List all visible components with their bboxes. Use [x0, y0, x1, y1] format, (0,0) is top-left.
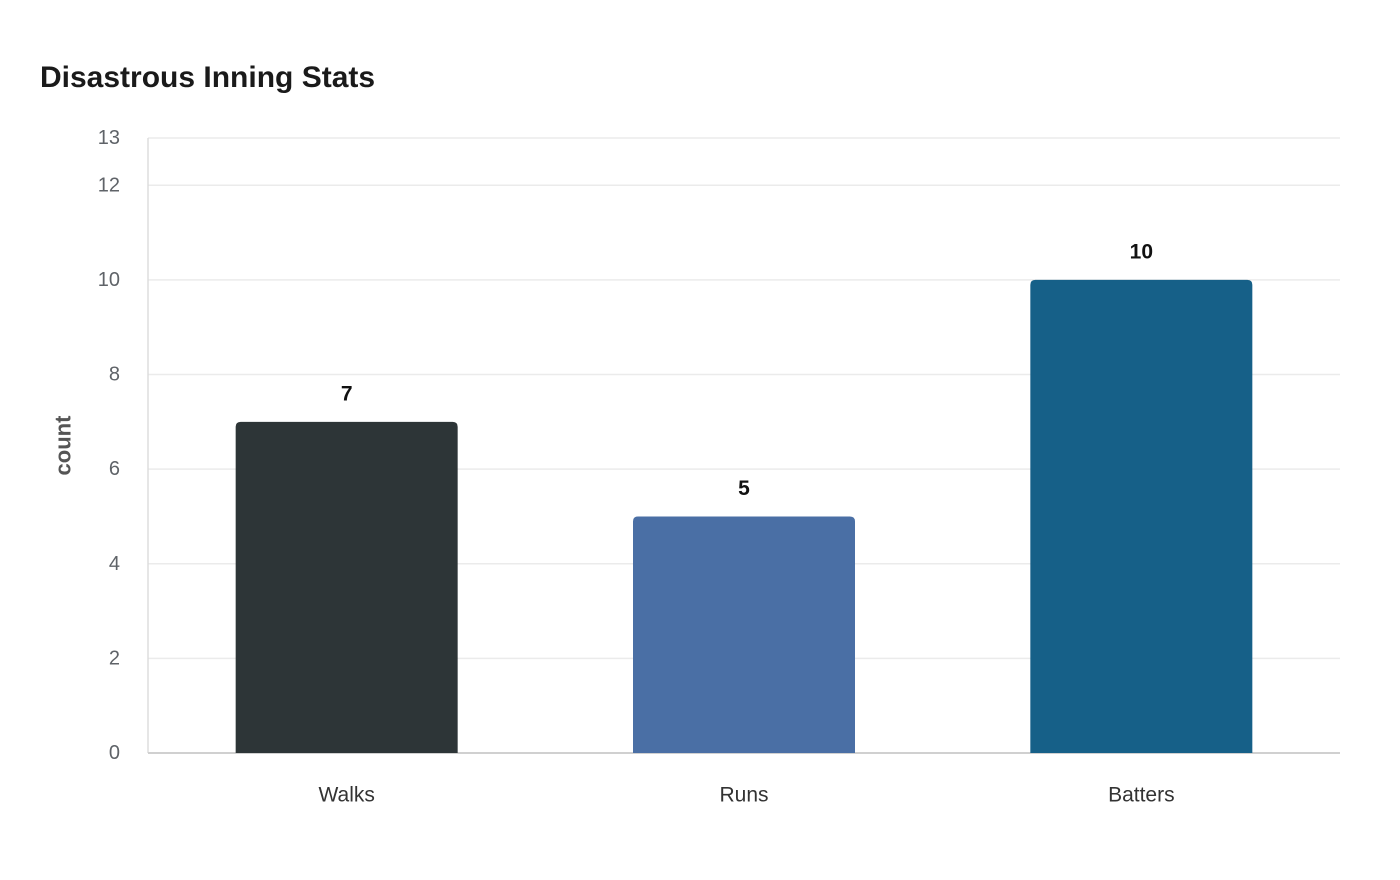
y-tick-label: 13 — [98, 127, 120, 149]
x-axis-labels: Walks Runs Batters — [318, 784, 1174, 807]
y-tick-label: 12 — [98, 174, 120, 196]
bar-batters — [1030, 279, 1253, 753]
bars — [235, 279, 1253, 753]
y-tick-label: 0 — [109, 742, 120, 764]
value-label-batters: 10 — [1130, 240, 1153, 263]
y-tick-label: 2 — [109, 647, 120, 669]
y-tick-label: 8 — [109, 364, 120, 386]
y-axis-title: count — [51, 415, 76, 476]
y-tick-label: 6 — [109, 458, 120, 480]
x-tick-label-runs: Runs — [719, 784, 768, 807]
value-label-walks: 7 — [341, 382, 353, 405]
chart-title: Disastrous Inning Stats — [40, 61, 376, 94]
y-tick-label: 4 — [109, 553, 120, 575]
x-tick-label-batters: Batters — [1108, 784, 1175, 807]
y-tick-label: 10 — [98, 269, 120, 291]
bar-walks — [235, 421, 458, 753]
value-label-runs: 5 — [738, 477, 750, 500]
y-axis-ticks: 0 2 4 6 8 10 12 13 — [98, 127, 120, 764]
value-labels: 7 5 10 — [341, 240, 1153, 500]
x-tick-label-walks: Walks — [318, 784, 374, 807]
bar-runs — [633, 516, 855, 753]
